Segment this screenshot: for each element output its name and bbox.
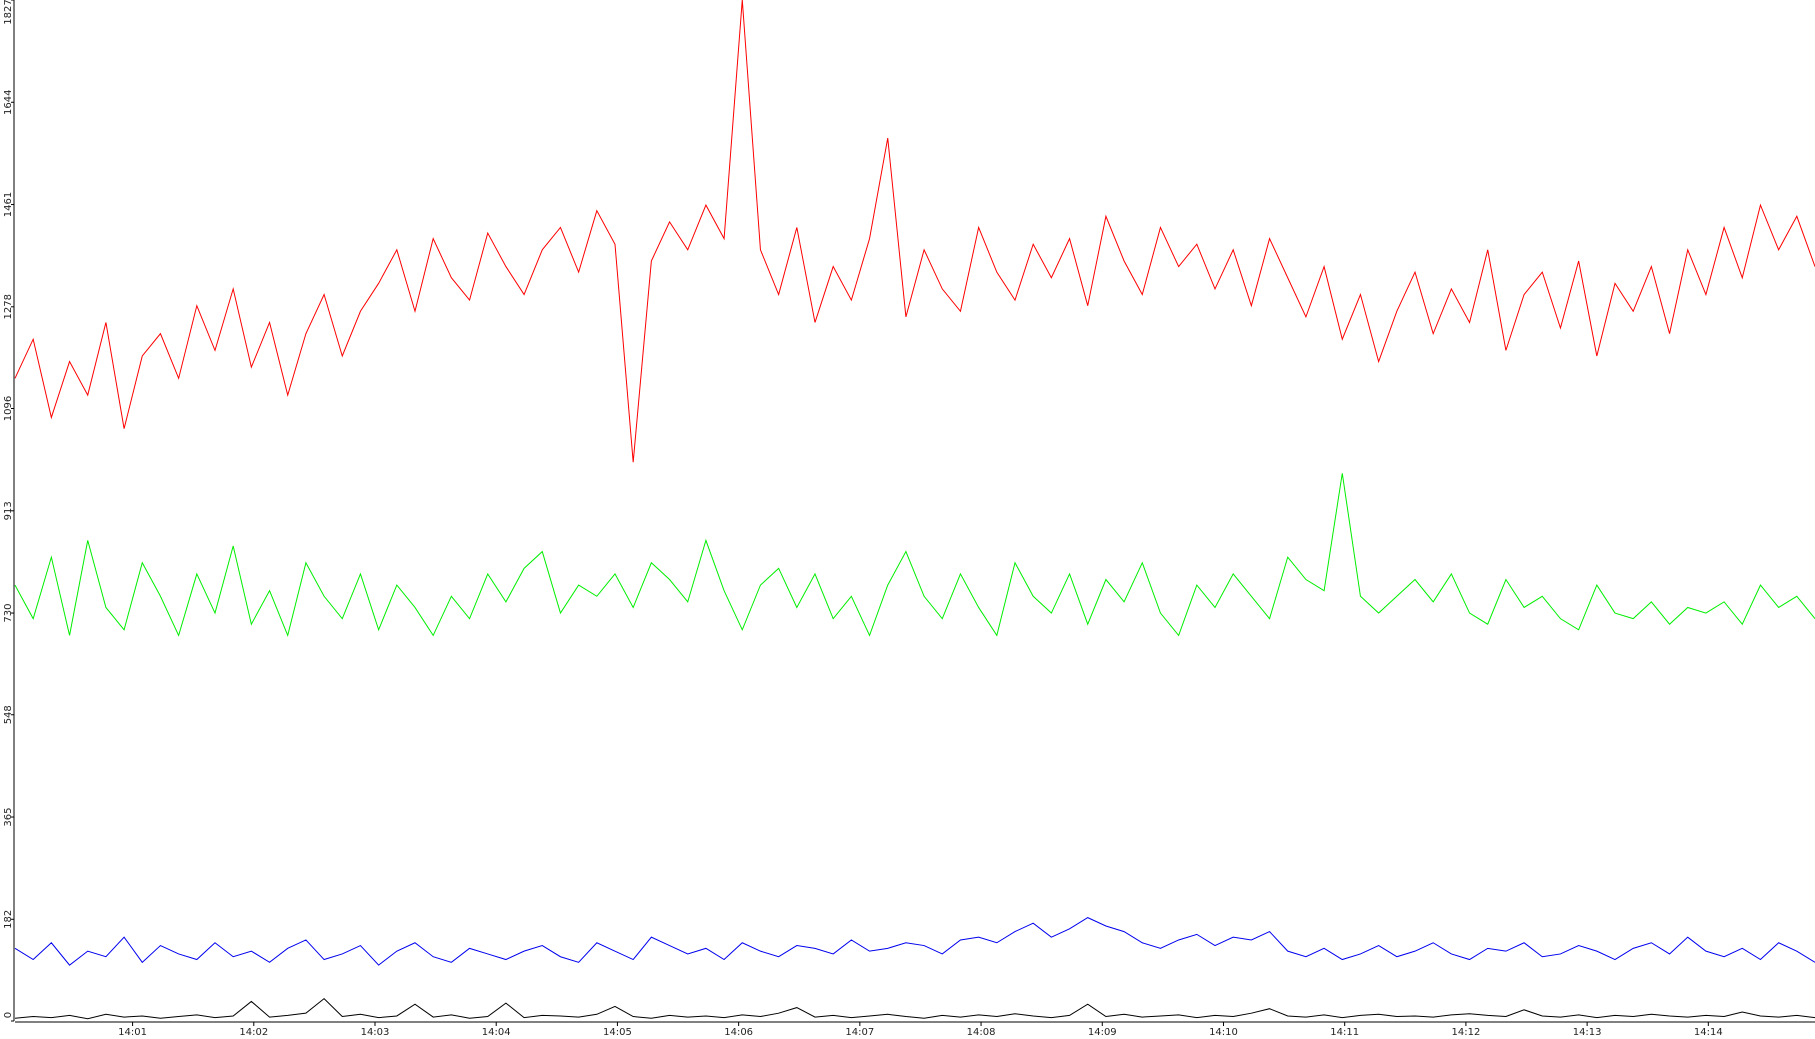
- y-tick-label: 1461: [3, 192, 14, 217]
- x-tick-label: 14:12: [1451, 1027, 1480, 1038]
- x-tick-label: 14:10: [1209, 1027, 1238, 1038]
- x-tick-label: 14:14: [1694, 1027, 1723, 1038]
- x-tick-label: 14:01: [118, 1027, 147, 1038]
- x-tick-label: 14:06: [724, 1027, 753, 1038]
- x-tick-label: 14:11: [1330, 1027, 1359, 1038]
- series-line: [14, 0, 1815, 463]
- y-tick-label: 1096: [3, 396, 14, 421]
- x-tick-label: 14:05: [603, 1027, 632, 1038]
- y-tick-label: 365: [3, 807, 14, 826]
- y-tick-label: 730: [3, 604, 14, 623]
- y-tick-label: 182: [3, 910, 14, 929]
- y-tick-label: 1644: [3, 90, 14, 115]
- y-tick-label: 1827: [3, 0, 14, 25]
- x-tick-label: 14:08: [967, 1027, 996, 1038]
- x-tick-label: 14:07: [845, 1027, 874, 1038]
- x-tick-label: 14:02: [239, 1027, 268, 1038]
- y-tick-label: 0: [3, 1012, 14, 1018]
- x-tick-label: 14:03: [361, 1027, 390, 1038]
- x-tick-label: 14:13: [1573, 1027, 1602, 1038]
- series-line: [14, 997, 1815, 1020]
- x-tick-label: 14:09: [1088, 1027, 1117, 1038]
- x-tick-label: 14:04: [482, 1027, 511, 1038]
- y-tick-label: 1278: [3, 294, 14, 319]
- y-tick-label: 913: [3, 501, 14, 520]
- series-line: [14, 473, 1815, 638]
- y-tick-label: 548: [3, 705, 14, 724]
- series-line: [14, 917, 1815, 966]
